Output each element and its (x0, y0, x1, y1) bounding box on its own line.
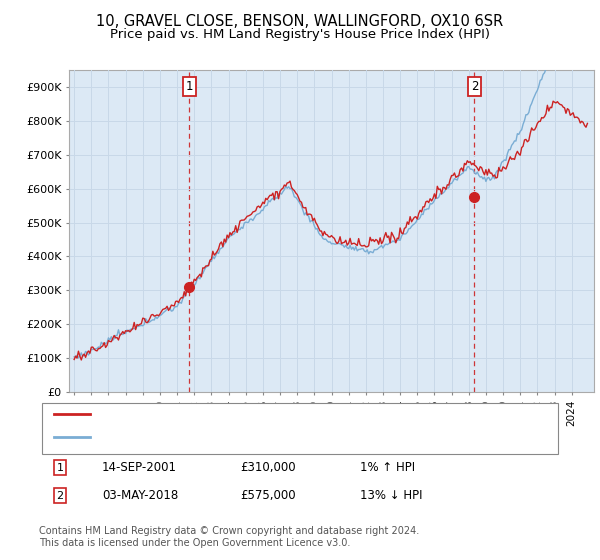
Text: Contains HM Land Registry data © Crown copyright and database right 2024.
This d: Contains HM Land Registry data © Crown c… (39, 526, 419, 548)
Text: 1% ↑ HPI: 1% ↑ HPI (360, 461, 415, 474)
Text: 2: 2 (471, 81, 478, 94)
Text: 2: 2 (56, 491, 64, 501)
Text: 03-MAY-2018: 03-MAY-2018 (102, 489, 178, 502)
Text: £575,000: £575,000 (240, 489, 296, 502)
Text: 1: 1 (185, 81, 193, 94)
Text: 1: 1 (56, 463, 64, 473)
Text: 10, GRAVEL CLOSE, BENSON, WALLINGFORD, OX10 6SR (detached house): 10, GRAVEL CLOSE, BENSON, WALLINGFORD, O… (96, 409, 481, 419)
Text: HPI: Average price, detached house, South Oxfordshire: HPI: Average price, detached house, Sout… (96, 432, 383, 442)
Text: 10, GRAVEL CLOSE, BENSON, WALLINGFORD, OX10 6SR: 10, GRAVEL CLOSE, BENSON, WALLINGFORD, O… (97, 14, 503, 29)
Text: Price paid vs. HM Land Registry's House Price Index (HPI): Price paid vs. HM Land Registry's House … (110, 28, 490, 41)
Text: 13% ↓ HPI: 13% ↓ HPI (360, 489, 422, 502)
Text: £310,000: £310,000 (240, 461, 296, 474)
Text: 14-SEP-2001: 14-SEP-2001 (102, 461, 177, 474)
